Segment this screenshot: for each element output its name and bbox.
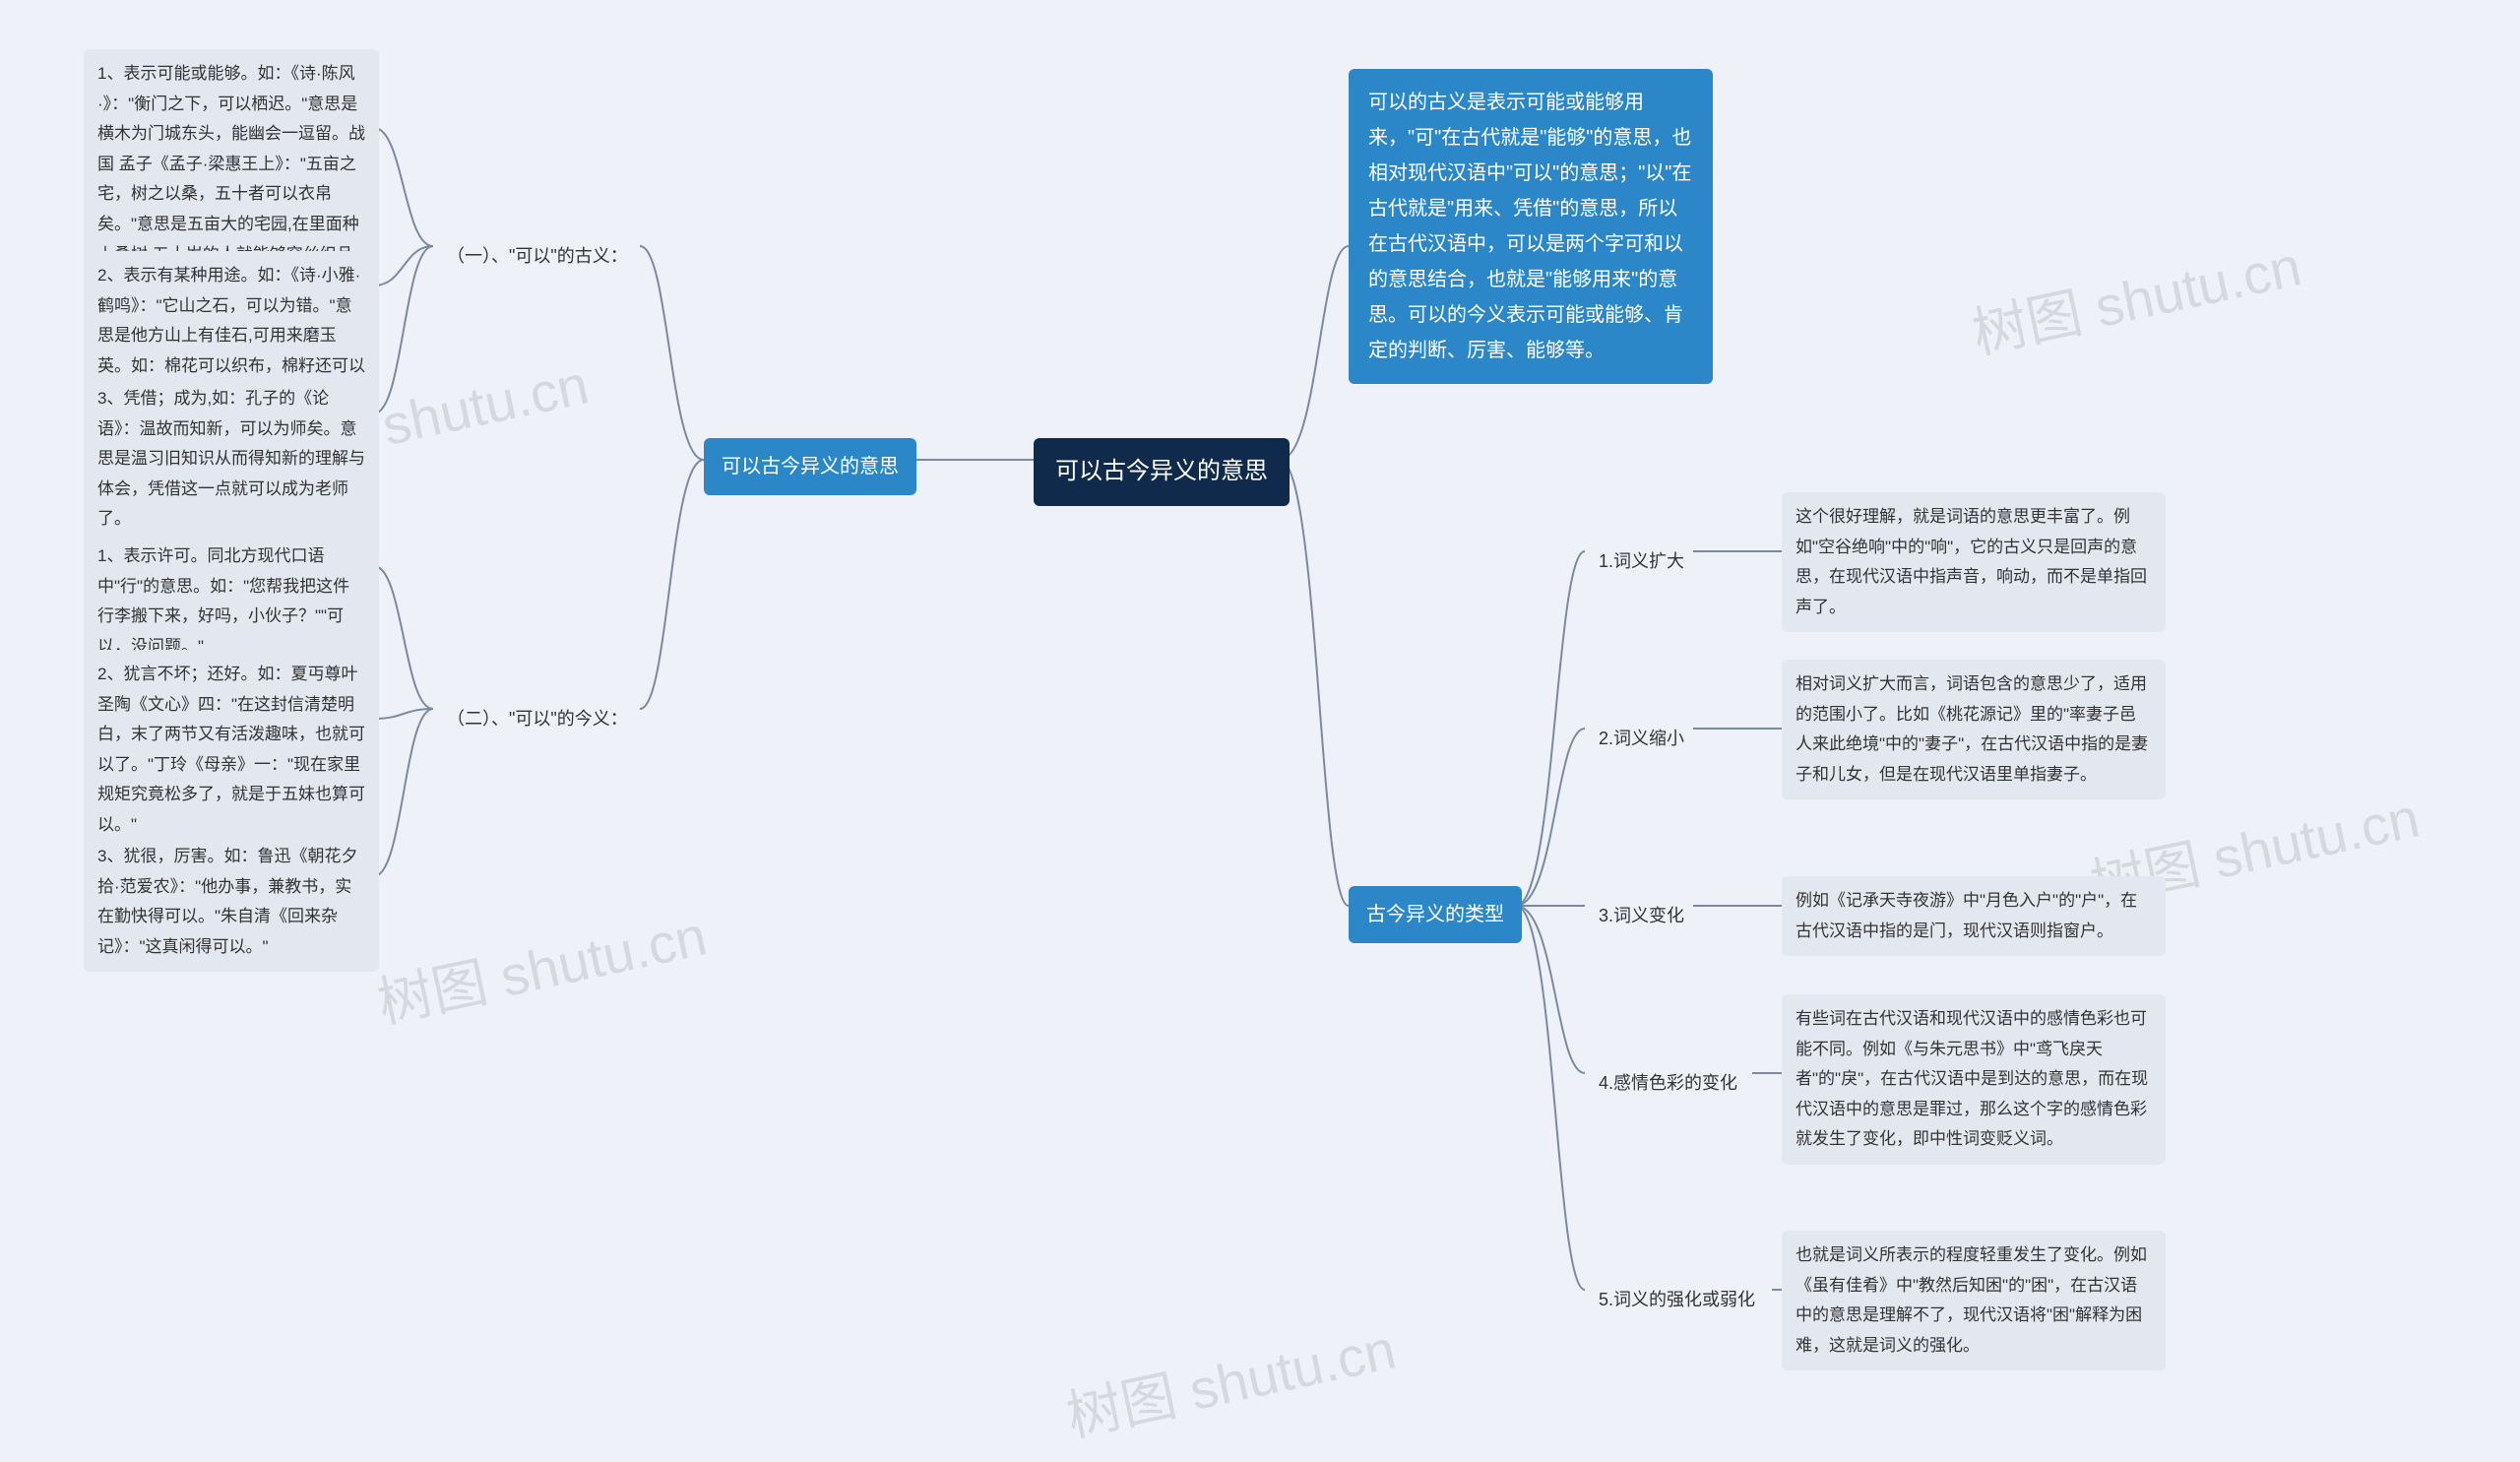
right-sub-2[interactable]: 2.词义缩小	[1585, 714, 1698, 764]
left-sub-1[interactable]: （一）、"可以"的古义：	[433, 231, 650, 282]
left-leaf-1-3: 3、凭借；成为,如：孔子的《论语》：温故而知新，可以为师矣。意思是温习旧知识从而…	[84, 374, 379, 544]
right-leaf-4: 有些词在古代汉语和现代汉语中的感情色彩也可能不同。例如《与朱元思书》中"鸢飞戾天…	[1782, 994, 2166, 1165]
left-main-branch[interactable]: 可以古今异义的意思	[704, 438, 916, 495]
right-leaf-5: 也就是词义所表示的程度轻重发生了变化。例如《虽有佳肴》中"教然后知困"的"困"，…	[1782, 1231, 2166, 1370]
left-sub-2[interactable]: （二）、"可以"的今义：	[433, 694, 650, 744]
right-leaf-2: 相对词义扩大而言，词语包含的意思少了，适用的范围小了。比如《桃花源记》里的"率妻…	[1782, 660, 2166, 799]
watermark: 树图 shutu.cn	[369, 892, 713, 1040]
right-sub-1[interactable]: 1.词义扩大	[1585, 537, 1698, 587]
right-sub-3[interactable]: 3.词义变化	[1585, 891, 1698, 941]
right-sub-5[interactable]: 5.词义的强化或弱化	[1585, 1275, 1769, 1325]
watermark: 树图 shutu.cn	[1058, 1305, 1402, 1453]
right-leaf-1: 这个很好理解，就是词语的意思更丰富了。例如"空谷绝响"中的"响"，它的古义只是回…	[1782, 492, 2166, 632]
right-branch[interactable]: 古今异义的类型	[1349, 886, 1522, 943]
right-leaf-3: 例如《记承天寺夜游》中"月色入户"的"户"，在古代汉语中指的是门，现代汉语则指窗…	[1782, 876, 2166, 956]
right-sub-4[interactable]: 4.感情色彩的变化	[1585, 1058, 1751, 1109]
watermark: 树图 shutu.cn	[1964, 222, 2307, 370]
root-node[interactable]: 可以古今异义的意思	[1034, 438, 1290, 506]
right-summary: 可以的古义是表示可能或能够用来，"可"在古代就是"能够"的意思，也相对现代汉语中…	[1349, 69, 1713, 384]
left-leaf-2-3: 3、犹很，厉害。如：鲁迅《朝花夕拾·范爱农》："他办事，兼教书，实在勤快得可以。…	[84, 832, 379, 972]
left-leaf-2-2: 2、犹言不坏；还好。如：夏丏尊叶圣陶《文心》四："在这封信清楚明白，末了两节又有…	[84, 650, 379, 851]
